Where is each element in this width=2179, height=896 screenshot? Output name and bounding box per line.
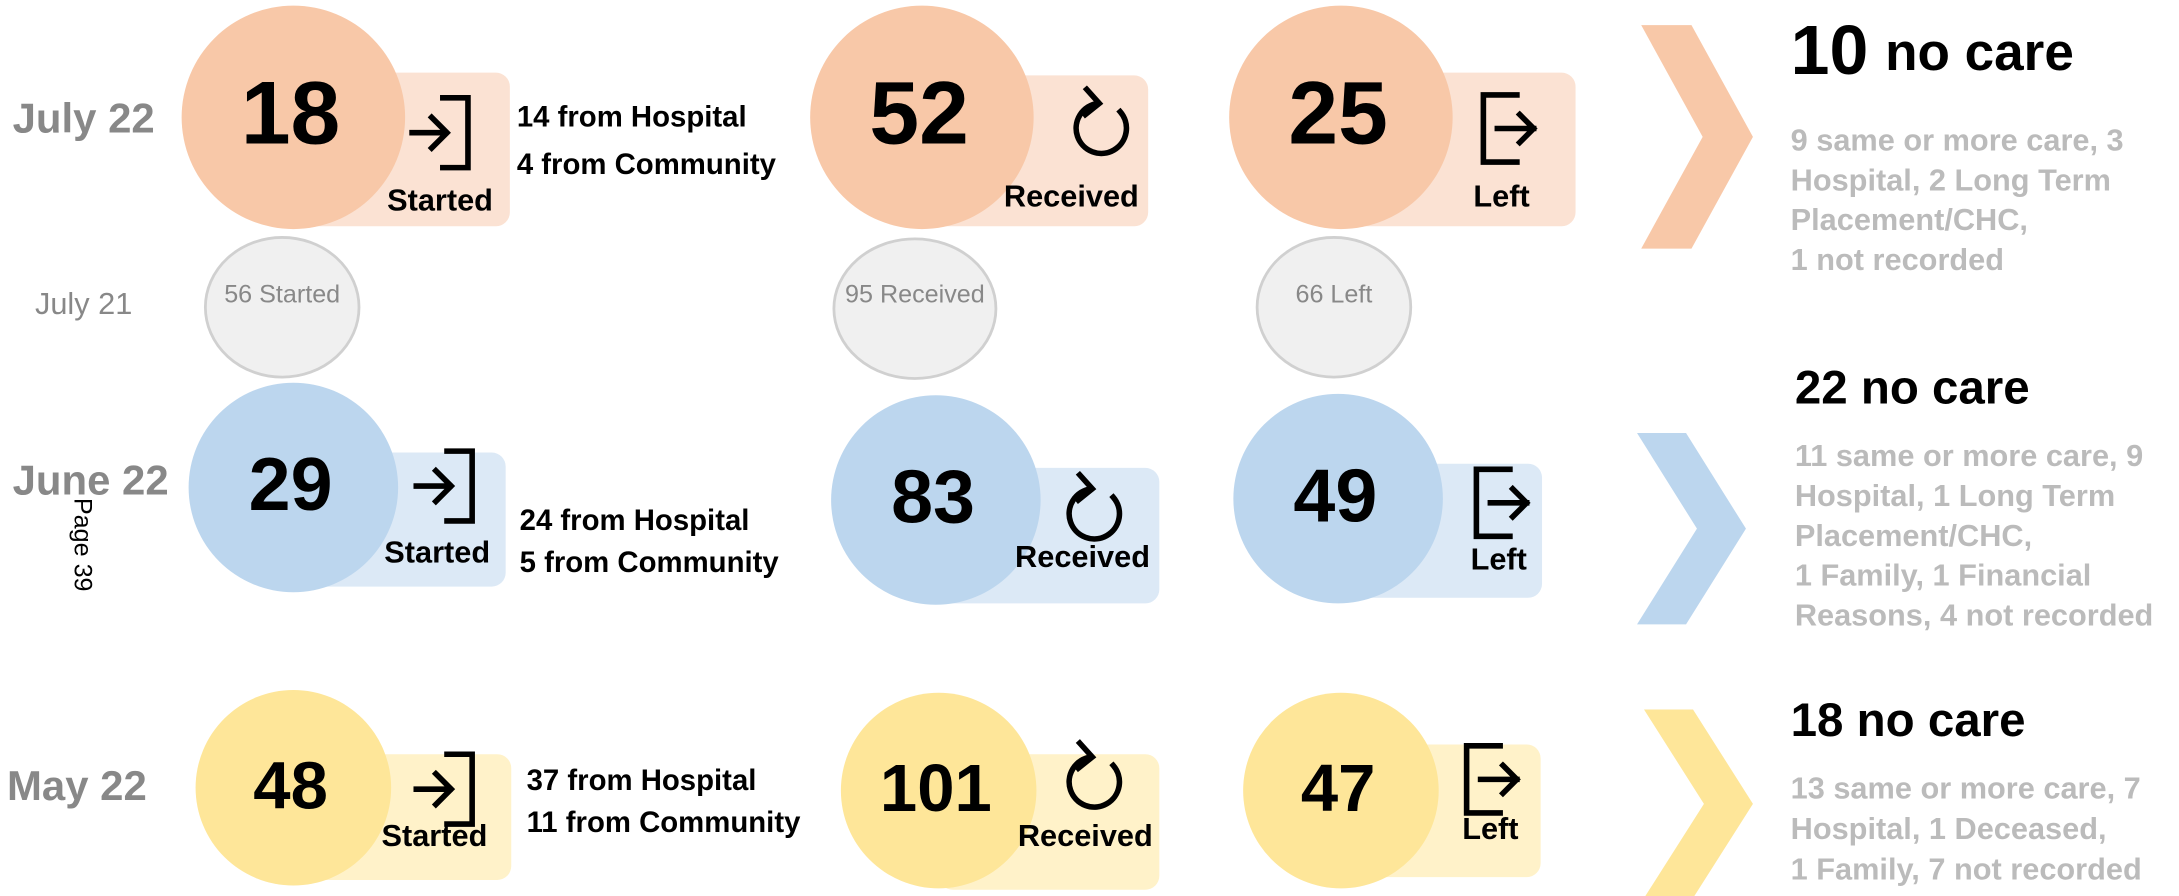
chevron	[1641, 25, 1753, 249]
breakdown-line: 11 from Community	[527, 806, 801, 839]
no-care-detail: 9 same or more care, 3	[1791, 123, 2124, 158]
received-circle	[831, 395, 1041, 605]
no-care-detail: Hospital, 2 Long Term	[1791, 162, 2111, 197]
received-count: 83	[891, 455, 975, 539]
received-label: Received	[1004, 178, 1139, 213]
started-circle	[188, 382, 399, 593]
started-icon	[409, 94, 471, 171]
breakdown-line: 14 from Hospital	[517, 100, 747, 133]
left-circle	[1229, 5, 1453, 230]
started-count: 29	[249, 442, 333, 526]
received-icon	[1073, 85, 1130, 157]
month-label: June 22	[13, 456, 169, 503]
no-care-detail: Hospital, 1 Deceased,	[1791, 811, 2107, 846]
started-label: Started	[387, 183, 493, 218]
no-care-count: 10	[1791, 11, 1869, 89]
left-count: 49	[1293, 453, 1377, 537]
left-icon	[1473, 466, 1531, 540]
received-icon	[1066, 739, 1123, 810]
started-label: Started	[382, 818, 488, 853]
comparison-started: 56 Started	[224, 281, 340, 309]
no-care-detail: 13 same or more care, 7	[1791, 771, 2141, 806]
chevron	[1637, 432, 1746, 625]
started-icon	[413, 448, 475, 524]
no-care-detail: 1 Family, 1 Financial	[1795, 558, 2092, 593]
received-circle	[840, 692, 1037, 889]
no-care-detail: Placement/CHC,	[1795, 518, 2032, 553]
left-circle	[1243, 692, 1439, 889]
comparison-month: July 21	[35, 286, 132, 321]
left-icon	[1463, 743, 1521, 816]
no-care-headline: 10 no care	[1791, 11, 2074, 89]
comparison-bubble	[203, 236, 361, 379]
comparison-left: 66 Left	[1296, 281, 1373, 309]
month-label: May 22	[7, 762, 147, 809]
started-icon	[413, 751, 475, 827]
no-care-detail: Placement/CHC,	[1791, 202, 2028, 237]
received-circle	[810, 5, 1034, 230]
started-circle	[195, 689, 392, 886]
received-icon	[1066, 470, 1123, 542]
no-care-detail: 1 not recorded	[1791, 242, 2004, 277]
left-label: Left	[1473, 178, 1529, 213]
received-label: Received	[1018, 818, 1153, 853]
page-label: Page 39	[68, 498, 96, 592]
started-circle	[181, 5, 406, 230]
started-count: 18	[241, 63, 340, 163]
left-icon	[1480, 92, 1538, 165]
no-care-detail: Hospital, 1 Long Term	[1795, 478, 2115, 513]
received-label: Received	[1015, 539, 1150, 574]
received-count: 52	[869, 63, 968, 163]
left-circle	[1233, 393, 1443, 604]
left-count: 47	[1301, 751, 1376, 826]
breakdown-line: 4 from Community	[517, 148, 777, 181]
started-label: Started	[384, 535, 490, 570]
left-label: Left	[1471, 542, 1527, 577]
comparison-bubble	[832, 237, 998, 380]
comparison-received: 95 Received	[845, 281, 985, 309]
breakdown-line: 24 from Hospital	[520, 504, 750, 537]
breakdown-line: 37 from Hospital	[527, 764, 757, 797]
no-care-detail: Reasons, 4 not recorded	[1795, 597, 2154, 632]
month-label: July 22	[13, 95, 155, 142]
comparison-bubble	[1255, 236, 1413, 379]
no-care-headline: 18 no care	[1791, 694, 2026, 747]
no-care-detail: 1 Family, 7 not recorded	[1791, 852, 2142, 887]
started-count: 48	[253, 748, 328, 823]
no-care-detail: 11 same or more care, 9	[1795, 438, 2143, 473]
chevron	[1644, 709, 1753, 896]
breakdown-line: 5 from Community	[520, 546, 780, 579]
no-care-headline: 22 no care	[1795, 362, 2030, 415]
left-count: 25	[1288, 63, 1387, 163]
received-count: 101	[880, 751, 992, 826]
no-care-label: no care	[1885, 23, 2074, 82]
left-label: Left	[1462, 811, 1518, 846]
